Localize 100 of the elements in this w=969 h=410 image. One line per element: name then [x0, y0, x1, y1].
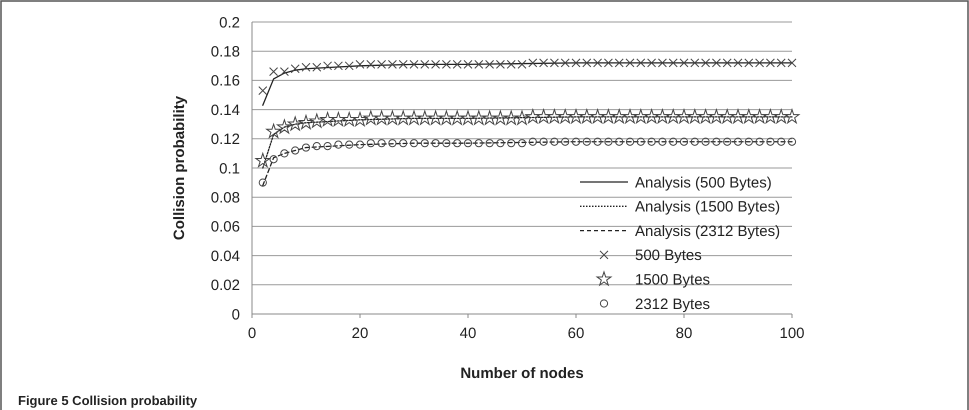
point: [486, 139, 494, 148]
y-tick-label: 0.04: [210, 248, 240, 265]
point: [568, 109, 584, 124]
point: [604, 138, 612, 146]
point: [687, 109, 702, 124]
point: [270, 155, 278, 164]
point: [266, 124, 282, 138]
point: [777, 138, 786, 146]
legend-label: 2312 Bytes: [635, 296, 710, 313]
y-tick-label: 0: [232, 306, 240, 324]
point: [352, 112, 368, 126]
point: [720, 109, 735, 124]
point: [514, 110, 530, 125]
point: [708, 109, 724, 124]
point: [406, 110, 422, 125]
point: [756, 138, 764, 146]
point: [460, 110, 476, 125]
point: [644, 109, 660, 124]
point: [784, 109, 800, 124]
point: [690, 138, 699, 146]
point: [734, 138, 742, 146]
point: [374, 110, 390, 125]
point: [276, 119, 292, 134]
point: [752, 109, 768, 124]
line-series: [262, 62, 793, 106]
point: [788, 138, 796, 146]
point: [288, 116, 303, 131]
point: [558, 109, 573, 124]
point: [363, 110, 378, 125]
point: [496, 139, 504, 148]
point: [518, 139, 526, 148]
point: [324, 142, 332, 150]
point: [474, 139, 483, 148]
legend-label: Analysis (1500 Bytes): [635, 198, 780, 216]
point: [399, 139, 408, 148]
point: [600, 109, 616, 124]
x-tick-label: 60: [568, 325, 584, 342]
x-tick-label: 40: [460, 325, 476, 342]
y-tick-label: 0.06: [210, 218, 240, 236]
point: [741, 109, 756, 124]
point: [366, 139, 375, 148]
x-tick-label: 0: [248, 325, 256, 342]
point: [536, 109, 552, 124]
point: [396, 110, 411, 125]
point: [280, 149, 288, 158]
legend-label: 500 Bytes: [635, 247, 702, 264]
x-tick-label: 80: [676, 325, 692, 342]
point: [388, 139, 396, 148]
x-tick-label: 20: [352, 325, 368, 342]
point: [312, 142, 321, 150]
y-tick-label: 0.18: [210, 43, 240, 60]
point: [702, 138, 710, 146]
point: [309, 113, 324, 128]
point: [334, 140, 342, 149]
y-tick-label: 0.12: [210, 131, 240, 148]
legend-label: Analysis (500 Bytes): [635, 174, 772, 192]
point: [255, 152, 270, 168]
point: [698, 109, 714, 124]
y-tick-label: 0.08: [210, 189, 240, 206]
point: [762, 109, 778, 124]
point: [766, 138, 774, 146]
point: [612, 109, 627, 124]
point: [420, 139, 429, 148]
point: [654, 109, 670, 124]
point: [636, 138, 645, 146]
x-axis-title: Number of nodes: [460, 365, 584, 382]
point: [633, 109, 648, 124]
point: [730, 109, 746, 124]
y-tick-label: 0.2: [219, 14, 240, 32]
point: [622, 109, 638, 124]
point: [712, 138, 720, 146]
point: [528, 138, 537, 146]
point: [492, 110, 508, 125]
point: [648, 138, 656, 146]
point: [550, 138, 558, 146]
point: [432, 139, 440, 148]
legend-label: Analysis (2312 Bytes): [635, 222, 780, 240]
point: [540, 138, 548, 146]
point: [594, 138, 602, 146]
point: [410, 139, 418, 148]
point: [658, 138, 666, 146]
y-tick-label: 0.14: [210, 102, 240, 119]
point: [342, 112, 357, 126]
y-tick-label: 0.16: [210, 72, 240, 90]
point: [258, 86, 268, 96]
point: [298, 114, 314, 130]
point: [579, 109, 594, 124]
point: [482, 110, 498, 125]
point: [330, 112, 346, 126]
point: [525, 109, 540, 124]
point: [615, 138, 624, 146]
point: [453, 139, 462, 148]
point: [345, 140, 354, 149]
point: [320, 112, 336, 126]
point: [546, 109, 562, 124]
point: [258, 178, 267, 187]
point: [442, 139, 450, 148]
point: [450, 110, 465, 125]
point: [582, 138, 591, 146]
point: [676, 109, 692, 124]
